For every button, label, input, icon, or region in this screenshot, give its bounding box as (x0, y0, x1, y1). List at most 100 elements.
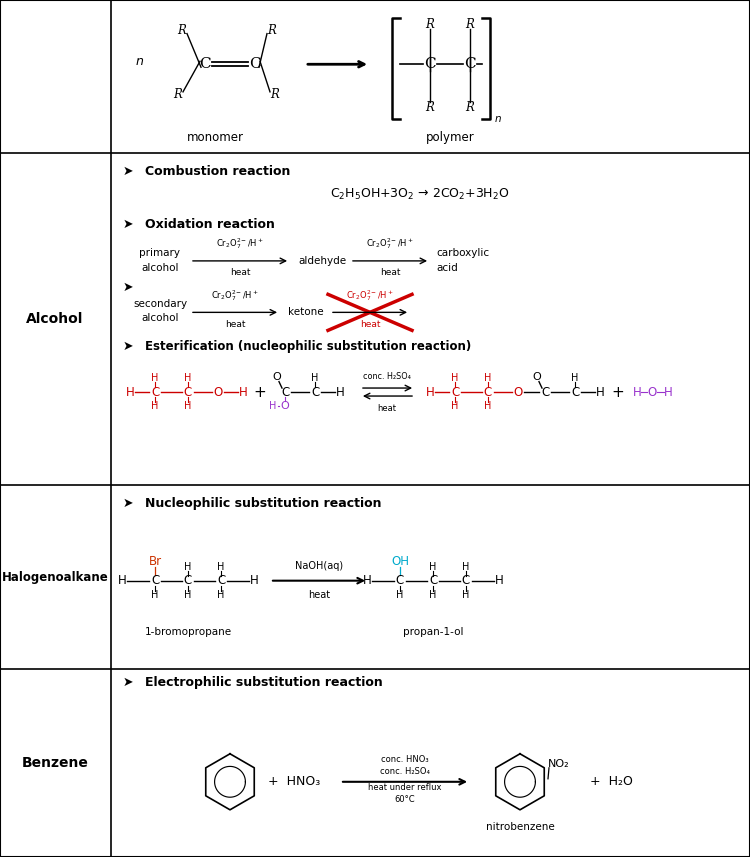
Text: conc. H₂SO₄: conc. H₂SO₄ (380, 767, 430, 776)
Text: H: H (484, 373, 492, 383)
Text: H: H (452, 401, 459, 411)
Text: O: O (513, 386, 523, 399)
Text: conc. H₂SO₄: conc. H₂SO₄ (363, 372, 411, 381)
Text: C: C (424, 57, 436, 71)
Text: NaOH(aq): NaOH(aq) (295, 560, 343, 571)
Text: C: C (451, 386, 459, 399)
Text: alcohol: alcohol (141, 262, 178, 273)
Text: C: C (249, 57, 261, 71)
Text: H: H (429, 590, 436, 600)
Text: ➤: ➤ (123, 497, 134, 510)
Text: ➤: ➤ (123, 339, 134, 353)
Text: H: H (269, 401, 277, 411)
Text: primary: primary (140, 248, 181, 258)
Text: alcohol: alcohol (141, 314, 178, 323)
Text: C$_2$H$_5$OH+3O$_2$ → 2CO$_2$+3H$_2$O: C$_2$H$_5$OH+3O$_2$ → 2CO$_2$+3H$_2$O (331, 187, 509, 202)
Text: H: H (152, 373, 159, 383)
Text: C: C (396, 574, 404, 587)
Text: C: C (280, 386, 290, 399)
Text: O: O (280, 401, 290, 411)
Text: O: O (647, 386, 657, 399)
Text: H: H (452, 373, 459, 383)
Text: H: H (118, 574, 126, 587)
Text: heat: heat (377, 404, 397, 412)
Text: ➤: ➤ (123, 281, 134, 294)
Text: H: H (125, 386, 134, 399)
Text: R: R (173, 88, 182, 101)
Text: heat: heat (230, 268, 251, 277)
Text: C: C (429, 574, 437, 587)
Text: heat: heat (360, 321, 380, 329)
Text: C: C (310, 386, 320, 399)
Text: C: C (200, 57, 211, 71)
Text: Cr$_2$O$_7^{2-}$/H$^+$: Cr$_2$O$_7^{2-}$/H$^+$ (366, 236, 414, 251)
Text: H: H (152, 590, 159, 600)
Text: H: H (250, 574, 258, 587)
Text: H: H (184, 373, 192, 383)
Text: C: C (464, 57, 476, 71)
Text: heat: heat (308, 590, 330, 600)
Text: $n$: $n$ (135, 55, 144, 68)
Text: heat: heat (380, 268, 400, 277)
Text: +  HNO₃: + HNO₃ (268, 776, 320, 788)
Text: R: R (178, 24, 187, 37)
Text: Alcohol: Alcohol (26, 312, 84, 326)
Text: H: H (632, 386, 641, 399)
Text: O: O (273, 372, 281, 381)
Text: H: H (217, 561, 225, 572)
Text: Combustion reaction: Combustion reaction (145, 165, 290, 177)
Text: H: H (495, 574, 503, 587)
Text: R: R (268, 24, 277, 37)
Text: H: H (311, 373, 319, 383)
Text: aldehyde: aldehyde (298, 256, 346, 266)
Text: H: H (363, 574, 371, 587)
Text: H: H (484, 401, 492, 411)
Text: $n$: $n$ (494, 114, 502, 124)
Text: C: C (541, 386, 549, 399)
Text: R: R (425, 18, 434, 31)
Text: R: R (425, 100, 434, 114)
Text: 60°C: 60°C (394, 795, 416, 805)
Text: H: H (336, 386, 344, 399)
Text: monomer: monomer (187, 131, 244, 144)
Text: propan-1-ol: propan-1-ol (403, 627, 464, 638)
Text: heat under reflux: heat under reflux (368, 783, 442, 793)
Text: Nucleophilic substitution reaction: Nucleophilic substitution reaction (145, 497, 382, 510)
Text: polymer: polymer (426, 131, 474, 144)
Text: O: O (213, 386, 223, 399)
Text: H: H (184, 561, 192, 572)
Text: +: + (254, 385, 266, 399)
Text: Esterification (nucleophilic substitution reaction): Esterification (nucleophilic substitutio… (145, 339, 471, 353)
Text: ➤: ➤ (123, 218, 134, 231)
Text: +: + (612, 385, 624, 399)
Text: H: H (426, 386, 434, 399)
Text: ➤: ➤ (123, 165, 134, 177)
Text: heat: heat (225, 321, 245, 329)
Text: H: H (152, 401, 159, 411)
Text: Cr$_2$O$_7^{2-}$/H$^+$: Cr$_2$O$_7^{2-}$/H$^+$ (216, 236, 264, 251)
Text: Cr$_2$O$_7^{2-}$/H$^+$: Cr$_2$O$_7^{2-}$/H$^+$ (346, 288, 394, 303)
Text: C: C (484, 386, 492, 399)
Text: H: H (462, 590, 470, 600)
Text: H: H (238, 386, 248, 399)
Text: ketone: ketone (288, 308, 324, 317)
Text: acid: acid (436, 262, 457, 273)
Text: 1-bromopropane: 1-bromopropane (145, 627, 232, 638)
Text: Benzene: Benzene (22, 756, 88, 770)
Text: ➤: ➤ (123, 675, 134, 689)
Text: C: C (217, 574, 225, 587)
Text: C: C (184, 386, 192, 399)
Text: Electrophilic substitution reaction: Electrophilic substitution reaction (145, 675, 382, 689)
Text: H: H (217, 590, 225, 600)
Text: C: C (184, 574, 192, 587)
Text: Halogenoalkane: Halogenoalkane (2, 571, 108, 584)
Text: H: H (462, 561, 470, 572)
Text: H: H (184, 401, 192, 411)
Text: OH: OH (391, 554, 409, 567)
Text: H: H (396, 590, 404, 600)
Text: R: R (466, 18, 475, 31)
Text: C: C (151, 574, 159, 587)
Text: conc. HNO₃: conc. HNO₃ (381, 755, 429, 764)
Text: carboxylic: carboxylic (436, 248, 489, 258)
Text: Br: Br (148, 554, 161, 567)
